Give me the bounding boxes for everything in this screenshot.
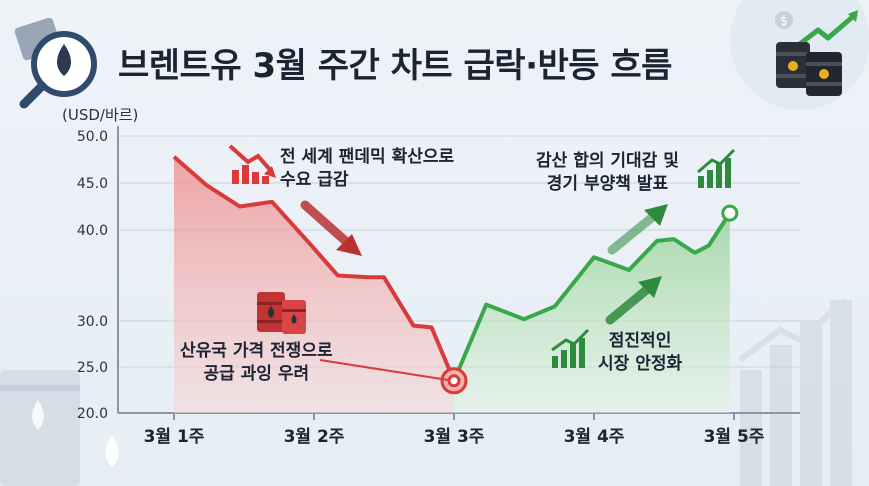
red-oil-barrels-icon xyxy=(257,292,306,334)
up-arrow-icon xyxy=(607,204,668,255)
up-arrow-icon xyxy=(605,276,662,325)
decline-area xyxy=(174,156,454,413)
annotation-line: 산유국 가격 전쟁으로 xyxy=(180,341,333,361)
x-axis-ticks: 3월 1주 3월 2주 3월 3주 3월 4주 3월 5주 xyxy=(144,413,765,447)
x-tick-label: 3월 1주 xyxy=(144,427,205,447)
rising-chart-icon xyxy=(551,328,590,368)
x-tick-label: 3월 5주 xyxy=(704,427,765,447)
annotation-line: 시장 안정화 xyxy=(598,354,683,374)
supply-pointer-line xyxy=(319,359,449,381)
y-tick-label: 45.0 xyxy=(77,176,108,192)
x-tick-label: 3월 4주 xyxy=(564,427,625,447)
low-point-marker-center xyxy=(447,374,461,388)
y-axis-unit-label: (USD/바르) xyxy=(62,106,139,124)
rebound-series-line xyxy=(452,212,732,382)
annotation-demand: 전 세계 팬데믹 확산으로 수요 급감 xyxy=(280,146,454,192)
y-tick-label: 30.0 xyxy=(77,314,108,330)
annotation-line: 점진적인 xyxy=(608,331,672,351)
declining-chart-icon xyxy=(228,144,276,184)
annotation-line: 공급 과잉 우려 xyxy=(203,364,310,384)
y-tick-label: 20.0 xyxy=(77,406,108,422)
y-axis-ticks: 20.0 25.0 30.0 40.0 45.0 50.0 xyxy=(77,129,108,422)
chart-up-arrow-icon: $ xyxy=(775,10,858,52)
svg-text:$: $ xyxy=(780,14,788,28)
annotation-stimulus: 감산 합의 기대감 및 경기 부양책 발표 xyxy=(536,150,679,196)
background-bars-icon xyxy=(738,297,852,486)
annotation-supply: 산유국 가격 전쟁으로 공급 과잉 우려 xyxy=(180,340,333,386)
oil-barrels-icon: $ xyxy=(775,10,858,96)
y-tick-label: 40.0 xyxy=(77,223,108,239)
annotation-line: 전 세계 팬데믹 확산으로 xyxy=(280,147,455,167)
decline-series-line xyxy=(172,155,456,382)
y-tick-label: 25.0 xyxy=(77,360,108,376)
x-tick-label: 3월 3주 xyxy=(424,427,485,447)
rising-chart-icon xyxy=(697,148,736,188)
end-point-marker xyxy=(721,204,739,222)
annotation-line: 경기 부양책 발표 xyxy=(546,174,669,194)
annotation-line: 수요 급감 xyxy=(280,170,349,190)
rebound-area xyxy=(454,213,730,413)
annotation-line: 감산 합의 기대감 및 xyxy=(536,151,679,171)
page-title: 브렌트유 3월 주간 차트 급락·반등 흐름 xyxy=(118,46,672,86)
annotation-stabilize: 점진적인 시장 안정화 xyxy=(598,330,682,376)
oil-drop-magnifier-icon xyxy=(14,18,97,109)
y-tick-label: 50.0 xyxy=(77,129,108,145)
down-arrow-icon xyxy=(300,200,362,256)
x-tick-label: 3월 2주 xyxy=(284,427,345,447)
